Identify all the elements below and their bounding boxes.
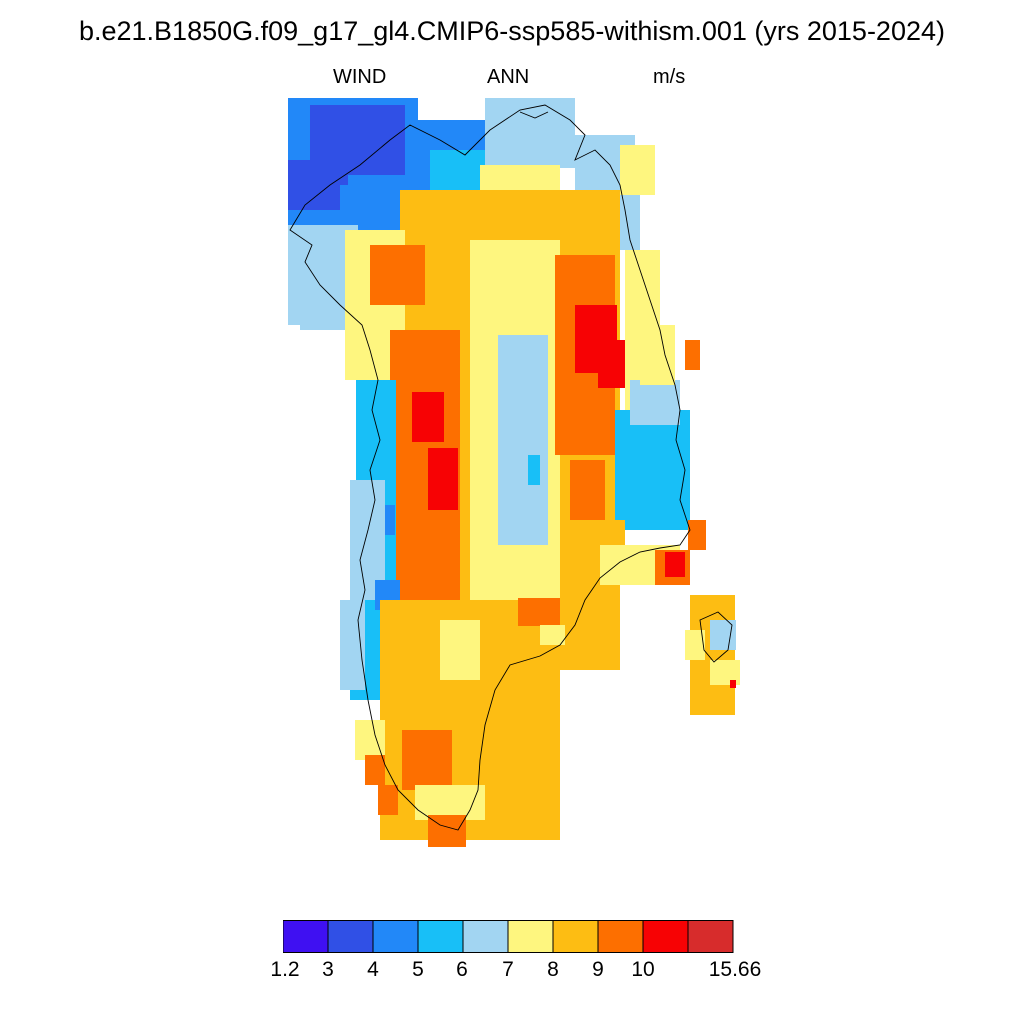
colorbar-swatch-9 <box>687 920 734 953</box>
wind-cell-43 <box>440 620 480 680</box>
colorbar-swatch-7 <box>597 920 644 953</box>
season-label: ANN <box>487 66 530 88</box>
wind-cell-8 <box>485 98 575 168</box>
colorbar-label-9: 15.66 <box>708 958 762 981</box>
wind-cell-2 <box>288 160 348 210</box>
units-label: m/s <box>653 66 686 88</box>
colorbar <box>283 920 734 953</box>
colorbar-label-6: 8 <box>547 958 559 981</box>
wind-cell-3 <box>340 185 410 225</box>
wind-cell-20 <box>412 392 444 442</box>
wind-speed-map <box>288 98 740 847</box>
wind-cell-32 <box>615 410 690 530</box>
wind-cell-44 <box>518 598 560 626</box>
colorbar-swatch-3 <box>417 920 464 953</box>
coastal-inlet <box>519 111 549 119</box>
colorbar-swatch-6 <box>552 920 599 953</box>
coastline <box>289 104 733 831</box>
wind-cell-15 <box>498 335 548 545</box>
colorbar-label-4: 6 <box>456 958 468 981</box>
wind-cell-26 <box>340 600 365 690</box>
colorbar-swatch-0 <box>283 920 329 953</box>
wind-cell-35 <box>685 340 700 370</box>
wind-cell-52 <box>428 815 466 847</box>
wind-cell-45 <box>540 625 565 645</box>
colorbar-label-1: 3 <box>322 958 334 981</box>
colorbar-label-2: 4 <box>367 958 379 981</box>
colorbar-label-0: 1.2 <box>270 958 300 981</box>
colorbar-swatch-4 <box>462 920 509 953</box>
wind-cell-34 <box>640 325 675 385</box>
wind-field-cells <box>288 98 740 847</box>
wind-cell-16 <box>528 455 540 485</box>
wind-cell-48 <box>355 720 385 760</box>
wind-cell-57 <box>730 680 736 688</box>
wind-cell-12 <box>620 145 655 195</box>
colorbar-label-8: 10 <box>631 958 655 981</box>
wind-cell-40 <box>665 552 685 577</box>
colorbar-label-3: 5 <box>412 958 424 981</box>
wind-cell-41 <box>688 520 706 550</box>
wind-cell-21 <box>428 448 458 510</box>
wind-cell-49 <box>365 755 385 785</box>
wind-cell-46 <box>470 680 490 710</box>
wind-cell-50 <box>378 785 398 815</box>
colorbar-swatch-5 <box>507 920 554 953</box>
wind-cell-55 <box>685 630 705 660</box>
colorbar-swatch-2 <box>372 920 419 953</box>
colorbar-label-7: 9 <box>592 958 604 981</box>
wind-cell-47 <box>402 730 452 790</box>
east-island-coastline <box>699 611 733 663</box>
plot-title: b.e21.B1850G.f09_g17_gl4.CMIP6-ssp585-wi… <box>78 16 945 46</box>
wind-cell-33 <box>630 380 680 425</box>
colorbar-label-5: 7 <box>502 958 514 981</box>
variable-label: WIND <box>333 66 387 88</box>
greenland-coastline <box>289 104 691 831</box>
colorbar-swatch-1 <box>327 920 374 953</box>
colorbar-swatch-8 <box>642 920 689 953</box>
wind-cell-18 <box>370 245 425 305</box>
